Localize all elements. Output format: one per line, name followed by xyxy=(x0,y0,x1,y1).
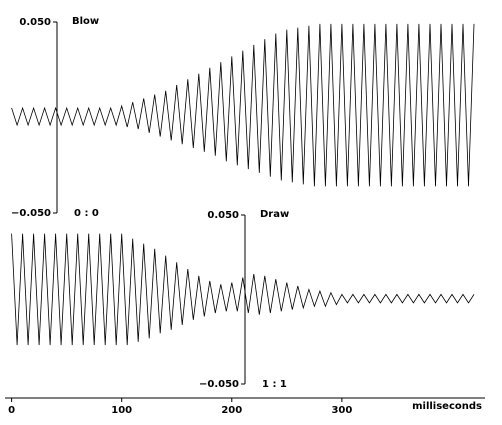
panel-title: Draw xyxy=(260,209,289,220)
y-tick-label: −0.050 xyxy=(199,379,239,390)
y-tick-label: −0.050 xyxy=(11,208,51,219)
x-tick-label: 300 xyxy=(331,405,352,416)
x-tick-label: 200 xyxy=(221,405,242,416)
x-tick-label: 100 xyxy=(111,405,132,416)
x-axis-label: milliseconds xyxy=(412,401,482,412)
panel-annotation: 1 : 1 xyxy=(262,379,287,390)
panel-title: Blow xyxy=(72,16,99,27)
y-tick-label: 0.050 xyxy=(19,17,51,28)
y-tick-label: 0.050 xyxy=(207,210,239,221)
x-tick-label: 0 xyxy=(8,405,15,416)
waveform xyxy=(11,233,475,346)
waveform xyxy=(11,23,475,187)
panel-annotation: 0 : 0 xyxy=(74,208,99,219)
